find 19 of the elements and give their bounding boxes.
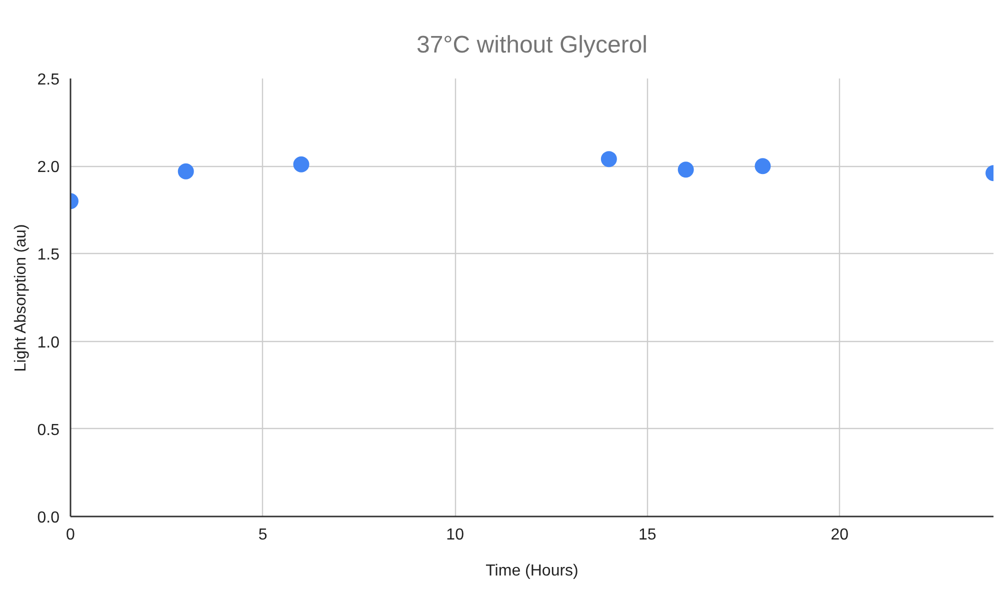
point: [600, 151, 617, 168]
y-tick-label: 1.0: [37, 334, 60, 352]
y-tick-label: 0.5: [37, 422, 60, 439]
point: [293, 156, 310, 172]
chart-title: 37°C without Glycerol: [416, 32, 648, 58]
y-tick-label: 1.5: [37, 246, 60, 264]
y-tick-label: 2.0: [37, 159, 60, 176]
x-axis-title: Time (Hours): [486, 562, 578, 580]
y-tick-label: 0.0: [37, 510, 60, 526]
y-tick-label: 2.5: [37, 72, 60, 88]
point: [178, 163, 194, 180]
x-tick-label: 20: [830, 526, 849, 544]
x-tick-label: 0: [66, 526, 76, 544]
x-tick-label: 5: [258, 526, 268, 544]
point: [678, 162, 694, 178]
x-tick-label: 10: [446, 526, 464, 544]
point: [754, 158, 771, 174]
x-tick-label: 15: [638, 526, 656, 544]
y-axis-title: Light Absorption (au): [12, 224, 30, 372]
